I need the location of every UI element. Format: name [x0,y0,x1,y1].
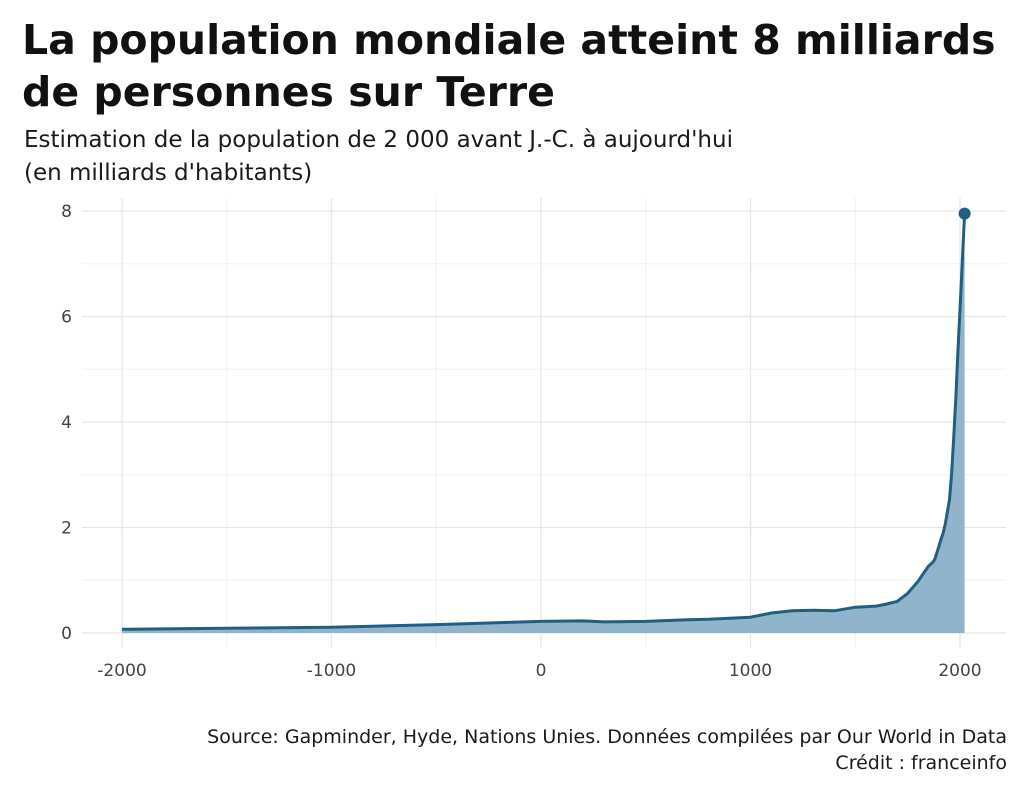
end-point-marker [958,207,971,220]
credit-text: Crédit : franceinfo [835,752,1007,774]
subtitle-line-1: Estimation de la population de 2 000 ava… [24,127,733,153]
source-text: Source: Gapminder, Hyde, Nations Unies. … [207,726,1007,748]
y-tick-label: 8 [61,202,72,222]
x-tick-label: -1000 [307,661,356,681]
x-tick-label: 0 [536,661,547,681]
y-tick-label: 2 [61,519,72,539]
chart-subtitle: Estimation de la population de 2 000 ava… [24,124,1014,190]
subtitle-line-2: (en milliards d'habitants) [24,160,313,186]
y-tick-label: 6 [61,308,72,328]
x-tick-label: -2000 [97,661,146,681]
chart-title: La population mondiale atteint 8 milliar… [22,16,996,116]
population-area-chart: 0 2 4 6 8 -2000 -1000 0 1000 2000 [61,198,1006,681]
y-tick-label: 0 [61,624,72,644]
chart-footer: Source: Gapminder, Hyde, Nations Unies. … [207,724,1007,776]
chart-grid [82,198,1006,648]
population-line [121,213,967,631]
y-tick-label: 4 [61,413,72,433]
population-area [122,213,965,633]
x-tick-label: 1000 [729,661,772,681]
x-tick-label: 2000 [938,661,981,681]
x-axis: -2000 -1000 0 1000 2000 [97,661,981,681]
y-axis: 0 2 4 6 8 [61,202,72,644]
